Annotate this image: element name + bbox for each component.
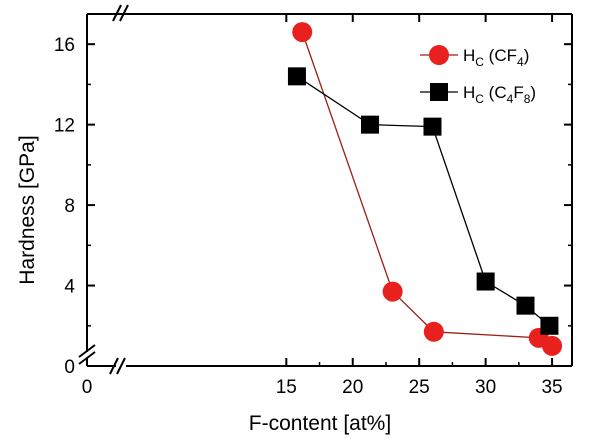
y-tick-label: 8 [64, 196, 75, 217]
legend-marker-cf4 [429, 45, 449, 65]
legend-label-cf4: HC (CF4) [463, 46, 529, 69]
y-tick-label: 0 [64, 357, 75, 378]
y-tick-label: 12 [54, 116, 75, 137]
top-axis-break-mark [112, 4, 129, 22]
x-tick-label: 0 [82, 377, 93, 398]
x-tick-label: 20 [342, 377, 363, 398]
legend-text-part: 4 [507, 92, 514, 106]
legend-text-part: H [463, 46, 475, 65]
data-point-cf4 [423, 321, 444, 342]
data-point-cf4 [292, 22, 313, 43]
y-axis-title: Hardness [GPa] [16, 135, 39, 284]
legend-text-part: 8 [524, 92, 531, 106]
legend-text-part: 4 [517, 55, 524, 69]
data-point-cf4 [382, 281, 403, 302]
x-tick-label: 35 [541, 377, 562, 398]
x-tick-label: 30 [475, 377, 496, 398]
legend-text-part: F [513, 83, 523, 102]
legend-text-part: (C [484, 83, 507, 102]
legend-text-part: H [463, 83, 475, 102]
x-tick-label: 25 [409, 377, 430, 398]
legend-text-part: C [475, 55, 484, 69]
x-axis-break-mark [109, 357, 126, 375]
data-point-c4f8 [476, 272, 495, 291]
x-tick-label: 15 [276, 377, 297, 398]
legend-text-part: C [475, 92, 484, 106]
data-point-c4f8 [361, 115, 380, 134]
y-tick-label: 4 [64, 277, 75, 298]
data-point-c4f8 [423, 117, 442, 136]
legend-text-part: ) [524, 46, 530, 65]
legend-text-part: ) [530, 83, 536, 102]
data-point-c4f8 [540, 316, 559, 335]
data-point-c4f8 [287, 67, 306, 86]
y-tick-label: 16 [54, 35, 75, 56]
plot-area [287, 22, 563, 356]
legend-label-c4f8: HC (C4F8) [463, 83, 536, 106]
x-axis-title: F-content [at%] [249, 412, 391, 435]
data-point-c4f8 [516, 296, 535, 315]
legend-text-part: (CF [484, 46, 517, 65]
series-line-c4f8 [296, 75, 550, 327]
legend: HC (CF4)HC (C4F8) [420, 45, 536, 106]
legend-marker-c4f8 [430, 83, 448, 101]
data-point-cf4 [542, 335, 563, 356]
